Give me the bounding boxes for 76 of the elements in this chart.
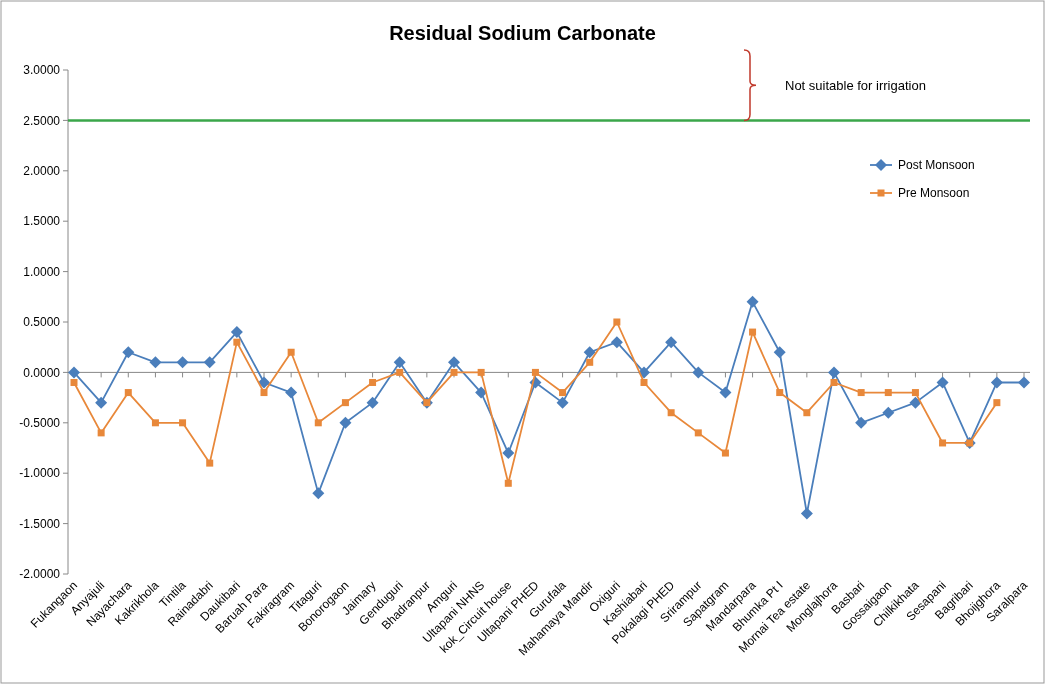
point xyxy=(122,346,135,359)
y-tick-label: 0.5000 xyxy=(23,315,61,330)
point xyxy=(176,356,189,369)
point xyxy=(339,416,352,429)
point xyxy=(366,396,379,409)
y-tick-label: -0.5000 xyxy=(19,416,61,430)
point xyxy=(1018,376,1030,389)
point xyxy=(149,356,162,369)
point xyxy=(393,356,406,369)
point xyxy=(203,356,216,369)
point xyxy=(559,389,567,397)
point xyxy=(884,389,892,397)
point xyxy=(749,328,757,336)
point xyxy=(287,348,295,356)
legend-label: Pre Monsoon xyxy=(898,186,970,201)
point xyxy=(855,416,868,429)
y-tick-label: -1.5000 xyxy=(19,516,61,531)
point xyxy=(151,419,159,427)
point xyxy=(314,419,322,427)
point xyxy=(936,376,949,389)
point xyxy=(586,358,594,366)
point xyxy=(692,366,705,379)
point xyxy=(95,396,108,409)
point xyxy=(776,389,784,397)
point xyxy=(803,409,811,417)
y-tick-label: -1.0000 xyxy=(19,466,61,481)
point xyxy=(369,378,377,386)
point xyxy=(258,376,270,389)
point xyxy=(556,396,569,409)
y-tick-label: 1.0000 xyxy=(23,264,61,279)
point xyxy=(68,366,80,379)
point xyxy=(206,459,214,467)
point xyxy=(990,376,1003,389)
point xyxy=(97,429,105,437)
point xyxy=(800,507,813,520)
point xyxy=(179,419,187,427)
point xyxy=(285,386,298,399)
point xyxy=(230,326,243,339)
point xyxy=(911,389,919,397)
point xyxy=(939,439,947,447)
point xyxy=(830,378,838,386)
point xyxy=(719,386,732,399)
point xyxy=(857,389,865,397)
point xyxy=(504,479,512,487)
point xyxy=(665,336,678,349)
point xyxy=(312,487,325,500)
point xyxy=(773,346,786,359)
point xyxy=(882,406,895,419)
point xyxy=(341,399,349,407)
y-tick-label: -2.0000 xyxy=(19,567,61,582)
point xyxy=(124,389,132,397)
point xyxy=(610,336,623,349)
point xyxy=(667,409,675,417)
legend-label: Post Monsoon xyxy=(898,158,975,173)
ref-line-label: Not suitable for irrigation xyxy=(785,77,926,93)
point xyxy=(640,378,648,386)
point xyxy=(260,389,268,397)
point xyxy=(746,295,759,308)
y-tick-label: 2.0000 xyxy=(23,164,61,178)
point xyxy=(721,449,729,457)
point xyxy=(70,378,78,386)
y-tick-label: 3.0000 xyxy=(23,63,61,78)
point xyxy=(233,338,241,346)
chart-title: Residual Sodium Carbonate xyxy=(389,22,656,44)
point xyxy=(828,366,840,379)
point xyxy=(993,399,1001,407)
point xyxy=(475,386,488,399)
y-tick-label: 0.0000 xyxy=(23,365,61,380)
y-tick-label: 2.5000 xyxy=(23,113,61,128)
point xyxy=(502,447,515,460)
point xyxy=(583,346,596,359)
point xyxy=(694,429,702,437)
point xyxy=(613,318,621,326)
point xyxy=(448,356,460,369)
y-tick-label: 1.5000 xyxy=(23,214,61,229)
point xyxy=(909,396,922,409)
